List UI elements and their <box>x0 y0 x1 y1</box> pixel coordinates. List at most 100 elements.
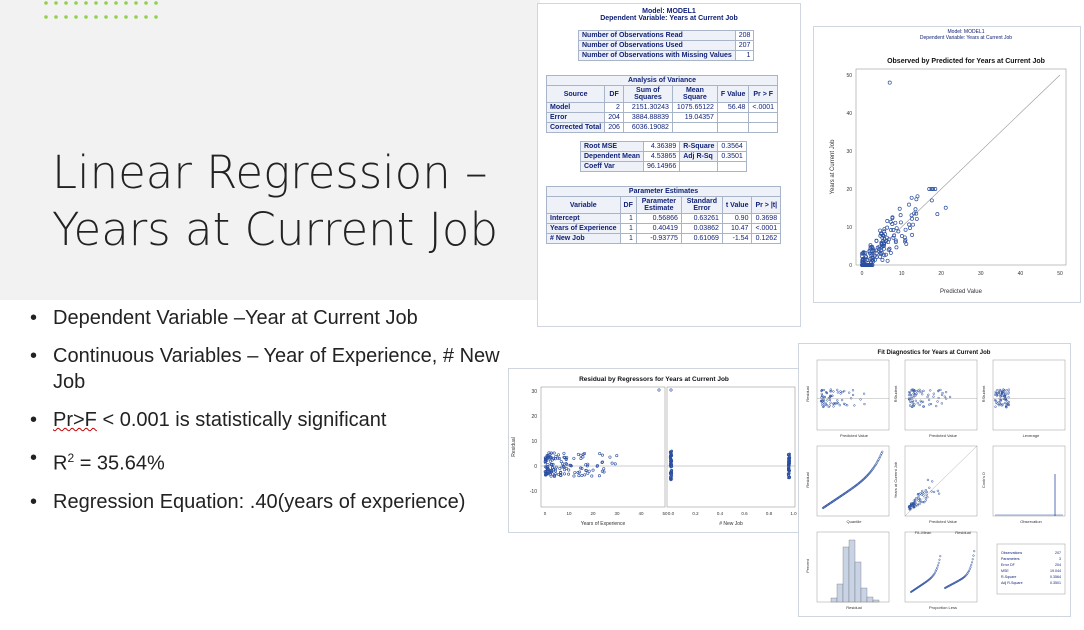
op-point <box>886 240 891 245</box>
fd-point <box>853 404 856 407</box>
fd-point <box>913 403 916 406</box>
op-point <box>914 211 919 216</box>
fd-point <box>911 388 915 391</box>
obs-used-label: Number of Observations Used <box>578 40 736 51</box>
rr-point <box>572 474 576 478</box>
anova-f <box>716 112 750 123</box>
fd-point <box>825 392 829 395</box>
fd-point <box>927 398 931 401</box>
fd-point <box>819 400 823 403</box>
fd-point <box>916 504 920 507</box>
fd-point <box>998 397 1001 400</box>
op-point <box>894 245 899 250</box>
op-ytick: 40 <box>846 111 852 117</box>
fd-label-pred3: Predicted Value <box>929 519 958 524</box>
op-point <box>908 226 912 230</box>
rr-xtick: 0.4 <box>717 511 724 516</box>
op-point <box>886 247 891 252</box>
fd-stat-key: MSE <box>1001 569 1009 573</box>
rr-point <box>580 474 584 478</box>
anova-h-ss: Sum of Squares <box>622 85 673 103</box>
rr-point <box>559 471 563 475</box>
rr-point <box>579 466 583 470</box>
fd-stat-key: Error DF <box>1001 563 1016 567</box>
fd-hist-bar <box>860 587 868 603</box>
rr-xtick: 0.0 <box>668 511 675 516</box>
fd-point <box>824 402 827 405</box>
rr-xtick: 10 <box>566 511 572 516</box>
anova-ms: 1075.65122 <box>671 102 718 113</box>
rsq-label: R-Square <box>679 141 719 152</box>
param-h-est: Parameter Estimate <box>635 196 682 214</box>
fd-label-proportion: Proportion Less <box>929 605 957 610</box>
rr-point <box>562 472 566 476</box>
observed-predicted-panel: Model: MODEL1 Dependent Variable: Years … <box>813 26 1081 303</box>
anova-h-source: Source <box>545 85 606 103</box>
rr-y-ticks: -10 0 10 20 30 <box>530 389 537 495</box>
rr-point <box>567 472 571 476</box>
anova-ss: 6036.19082 <box>622 122 673 133</box>
fd-stat-value: 19.044 <box>1050 569 1061 573</box>
bullet-dependent: Dependent Variable –Year at Current Job <box>30 305 510 331</box>
fd-point <box>1007 403 1010 407</box>
fd-hist-bar <box>872 599 880 603</box>
op-point <box>877 244 882 249</box>
rr-point <box>670 477 674 481</box>
fd-point <box>938 558 941 561</box>
fd-stat-key: Observations <box>1001 551 1022 555</box>
fd-stat-value: 0.3501 <box>1050 581 1061 585</box>
fd-point <box>827 396 830 400</box>
fd-label-pred2: Predicted Value <box>929 433 958 438</box>
rr-point <box>545 468 549 472</box>
fd-point <box>919 499 922 502</box>
op-point <box>882 253 887 258</box>
anova-row: Model 2 2151.30243 1075.65122 56.48 <.00… <box>545 102 779 113</box>
fd-point <box>932 395 935 398</box>
op-point <box>863 263 868 267</box>
rr-point <box>546 472 550 476</box>
rr-point <box>579 456 583 460</box>
op-point <box>887 80 892 85</box>
fd-point <box>821 400 824 403</box>
fd-point <box>922 405 925 408</box>
fd-point <box>913 389 916 393</box>
fd-point <box>971 558 974 561</box>
fd-point <box>999 392 1003 396</box>
fd-point <box>937 389 940 392</box>
fd-point <box>881 450 884 453</box>
rr-ytick: 10 <box>531 439 537 445</box>
op-point <box>871 248 876 253</box>
op-diagonal-line <box>861 74 1061 266</box>
rr-point <box>564 466 568 470</box>
op-point <box>909 213 914 218</box>
param-table: Parameter Estimates Variable DF Paramete… <box>545 186 782 244</box>
param-var: Intercept <box>546 213 621 224</box>
rr-point <box>549 474 553 478</box>
op-ytick: 30 <box>846 149 852 155</box>
anova-source: Corrected Total <box>545 122 606 133</box>
fd-point <box>840 398 844 402</box>
fd-point <box>918 391 921 394</box>
rr-point <box>576 470 580 474</box>
fd-point <box>831 394 834 397</box>
cv-label: Coeff Var <box>579 161 645 172</box>
fd-stat-key: Adj R-Square <box>1001 581 1023 585</box>
fd-point <box>999 402 1002 406</box>
param-h-df: DF <box>619 196 637 214</box>
op-title: Observed by Predicted for Years at Curre… <box>887 58 1045 65</box>
rr-point <box>584 468 588 472</box>
fd-point <box>937 492 941 495</box>
sas-output-panel: Model: MODEL1 Dependent Variable: Years … <box>537 3 801 327</box>
fd-point <box>996 388 999 392</box>
op-point <box>896 229 901 234</box>
fd-ylab-rstudent2: RStudent <box>981 385 986 403</box>
fd-point <box>936 400 939 403</box>
op-point <box>882 227 887 232</box>
fd-point <box>932 392 935 395</box>
fd-point <box>995 393 999 396</box>
op-point <box>887 246 892 251</box>
fd-point <box>940 402 944 405</box>
rr-point <box>598 452 602 456</box>
fd-point <box>826 399 829 402</box>
op-model-header: Model: MODEL1 <box>948 29 985 35</box>
